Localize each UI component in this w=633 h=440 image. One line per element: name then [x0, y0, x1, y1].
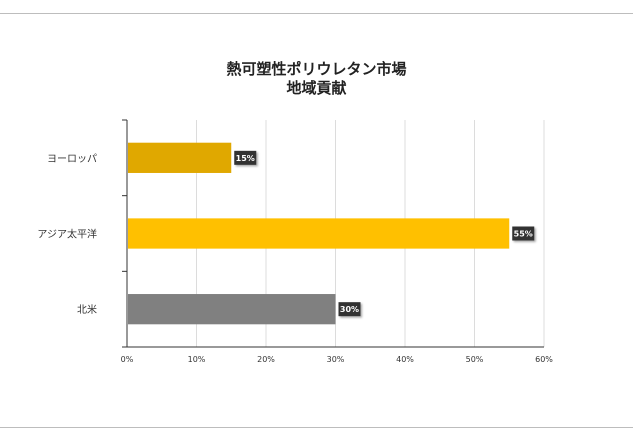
x-tick-label: 40% — [396, 355, 414, 364]
labels: 0% 10% 20% 30% 40% 50% 60% ヨーロッパ 15% アジア太平洋 55% 北米 3… — [37, 150, 553, 364]
x-tick-label: 50% — [466, 355, 484, 364]
bars — [128, 142, 510, 325]
data-label-box — [338, 302, 361, 317]
chart-title-line-1: 熱可塑性ポリウレタン市場 — [226, 60, 407, 78]
x-tick-label: 0% — [121, 355, 134, 364]
data-label: 15% — [236, 154, 255, 163]
data-label: 30% — [340, 305, 359, 314]
top-divider — [0, 13, 633, 14]
data-label: 55% — [514, 230, 533, 239]
category-label: ヨーロッパ — [47, 153, 97, 165]
bar — [128, 294, 336, 325]
data-label-box — [512, 226, 535, 241]
x-tick-label: 10% — [188, 355, 206, 364]
category-label: アジア太平洋 — [37, 228, 97, 241]
x-tick-label: 20% — [257, 355, 275, 364]
x-tick-label: 60% — [535, 355, 553, 364]
x-tick-label: 30% — [327, 355, 345, 364]
bottom-divider — [0, 427, 633, 428]
data-label-box — [234, 150, 257, 165]
category-label: 北米 — [77, 303, 97, 316]
axes — [122, 119, 544, 348]
bar — [128, 218, 510, 249]
bar — [128, 142, 232, 173]
chart-title-line-2: 地域貢献 — [286, 79, 347, 97]
